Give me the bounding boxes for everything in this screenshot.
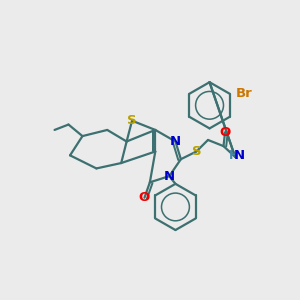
- Text: N: N: [170, 135, 181, 148]
- Text: O: O: [139, 191, 150, 204]
- Text: N: N: [164, 169, 175, 183]
- Text: O: O: [219, 126, 231, 139]
- Text: S: S: [192, 145, 201, 158]
- Text: N: N: [234, 149, 245, 162]
- Text: S: S: [127, 114, 137, 127]
- Text: H: H: [229, 149, 238, 162]
- Text: Br: Br: [235, 87, 252, 100]
